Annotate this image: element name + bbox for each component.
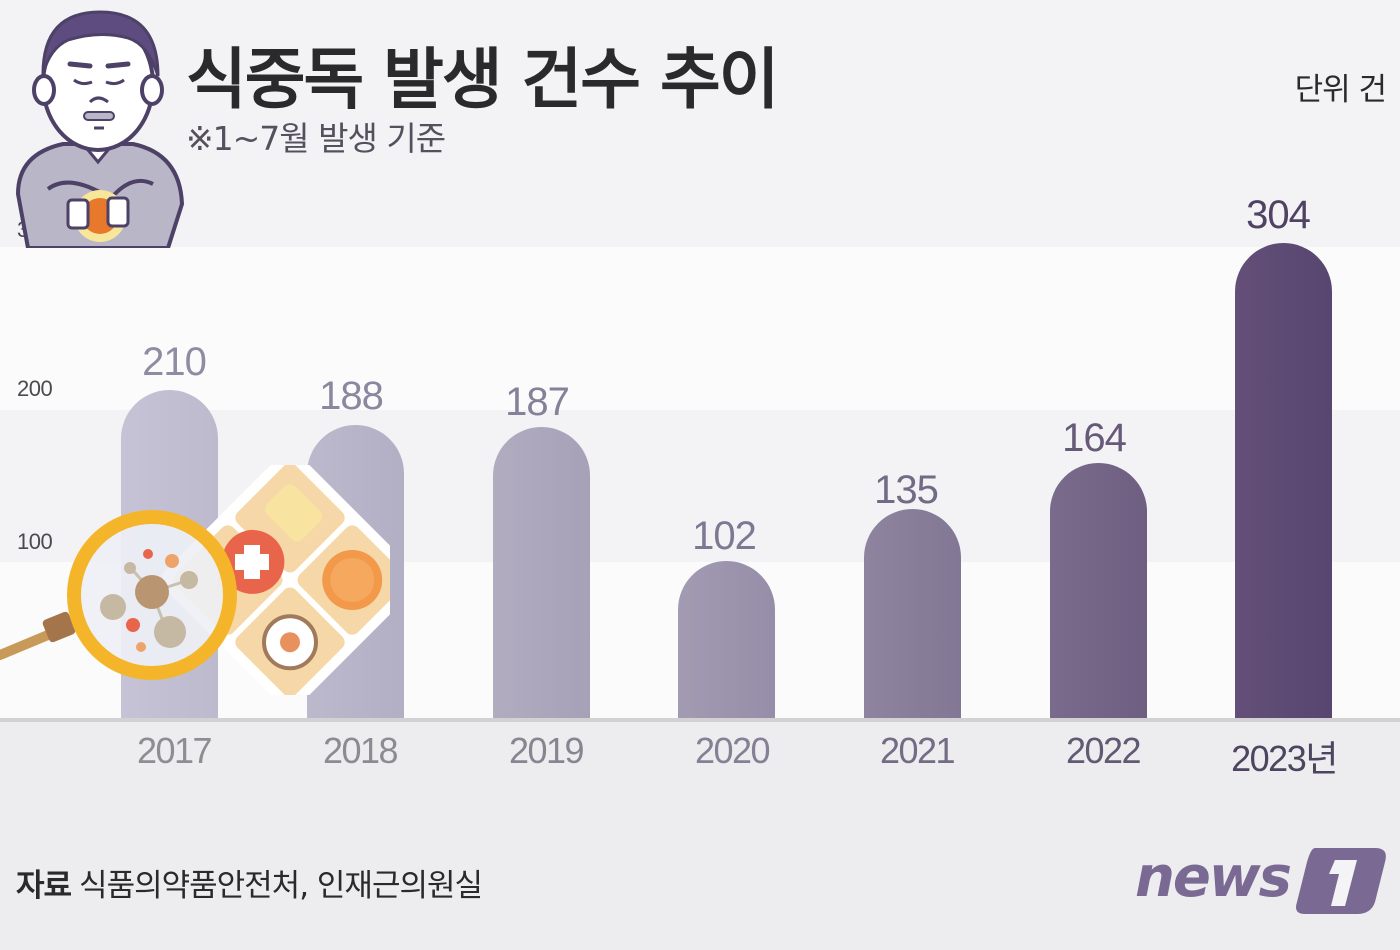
axis-area	[0, 722, 1400, 950]
x-axis-baseline	[0, 718, 1400, 722]
x-label-2017: 2017	[136, 730, 213, 771]
value-label-2021: 135	[874, 468, 939, 512]
bar-2022	[1050, 463, 1147, 720]
news1-logo: news	[1135, 845, 1386, 914]
source-label: 자료	[16, 868, 72, 904]
value-label-2017: 210	[142, 340, 207, 384]
x-label-2022: 2022	[1065, 730, 1142, 771]
y-tick-200: 200	[17, 376, 53, 401]
x-label-2021: 2021	[879, 730, 956, 771]
x-label-2023: 2023년	[1231, 738, 1338, 779]
source-text: 식품의약품안전처, 인재근의원실	[79, 868, 483, 904]
value-label-2019: 187	[505, 380, 570, 424]
value-label-2022: 164	[1062, 416, 1127, 460]
value-label-2023: 304	[1246, 193, 1311, 237]
unit-label: 단위 건	[1294, 72, 1387, 108]
band-above-300	[0, 0, 1400, 247]
x-label-2018: 2018	[322, 730, 399, 771]
value-label-2018: 188	[319, 374, 384, 418]
x-label-2019: 2019	[508, 730, 585, 771]
svg-text:news: news	[1135, 845, 1291, 910]
chart-title: 식중독 발생 건수 추이	[186, 41, 779, 118]
band-200-300	[0, 247, 1400, 410]
bar-2023	[1235, 243, 1332, 720]
bar-2021	[864, 509, 961, 720]
food-magnifier-illustration	[0, 465, 390, 695]
y-tick-100: 100	[17, 529, 53, 554]
sick-man-illustration	[15, 10, 185, 248]
chart-subtitle: ※1~7월 발생 기준	[186, 119, 446, 158]
source-credit: 자료 식품의약품안전처, 인재근의원실	[16, 860, 483, 905]
bar-2020	[678, 561, 775, 720]
x-label-2020: 2020	[694, 730, 771, 771]
value-label-2020: 102	[692, 514, 757, 558]
bar-2019	[493, 427, 590, 720]
